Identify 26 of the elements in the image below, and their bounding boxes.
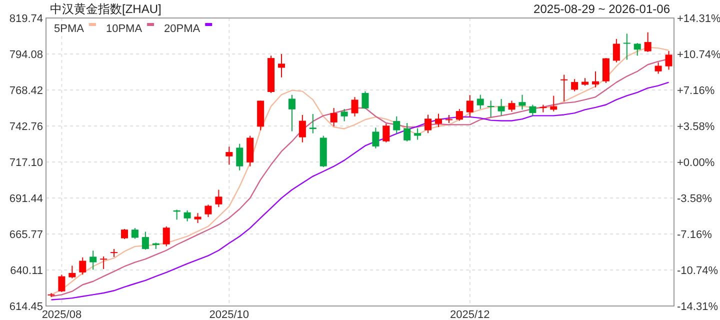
y-tick-label: 614.45	[9, 301, 43, 313]
y-tick-label: 665.77	[9, 229, 43, 242]
y2-tick-label: -3.58%	[677, 193, 712, 206]
y2-tick-label: -10.74%	[677, 265, 718, 278]
y-tick-label: 640.11	[10, 265, 43, 277]
legend-label: 10PMA	[106, 23, 143, 35]
x-tick-label: 2025/08	[42, 309, 82, 320]
y-tick-label: 742.76	[9, 120, 43, 133]
y2-tick-label: +3.58%	[677, 120, 715, 133]
x-tick-label: 2025/12	[450, 309, 490, 320]
y-tick-label: 691.44	[9, 192, 43, 205]
y2-tick-label: +7.16%	[677, 84, 715, 97]
y-tick-label: 819.74	[9, 13, 43, 25]
legend-label: 20PMA	[164, 23, 201, 35]
y2-tick-label: +10.74%	[677, 48, 720, 61]
y-tick-label: 717.10	[9, 156, 43, 169]
y2-tick-label: -7.16%	[677, 229, 712, 242]
chart-subtitle: 2025-08-29 ~ 2026-01-06	[534, 2, 670, 16]
legend-label: 5PMA	[54, 23, 85, 35]
y2-tick-label: +14.31%	[677, 13, 720, 25]
y2-tick-label: +0.00%	[677, 157, 715, 169]
chart-title: 中汉黄金指数[ZHAU]	[50, 2, 162, 16]
x-tick-label: 2025/10	[209, 309, 250, 320]
y-tick-label: 768.42	[9, 84, 43, 97]
y-tick-label: 794.08	[9, 49, 43, 61]
y2-tick-label: -14.31%	[677, 301, 718, 313]
